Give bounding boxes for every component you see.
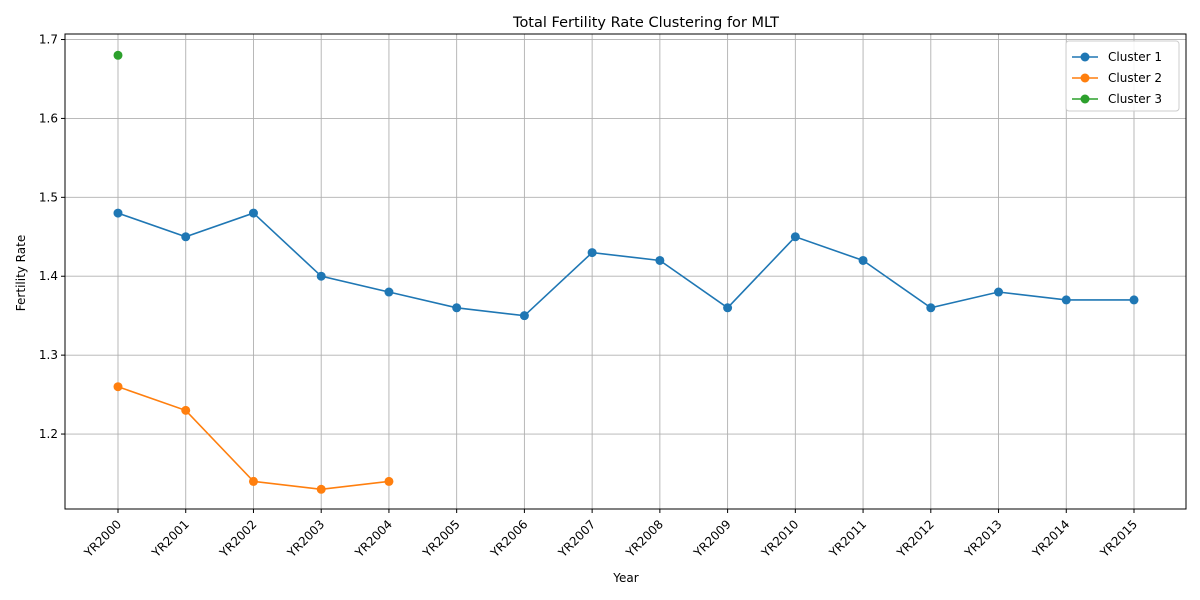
data-point [790,232,800,242]
plot-frame [64,33,1187,510]
data-point [587,248,597,258]
data-point [1129,295,1139,305]
data-point [384,476,394,486]
y-tick-label: 1.4 [39,269,58,283]
y-tick-label: 1.5 [39,190,58,204]
data-point [1061,295,1071,305]
y-tick-label: 1.7 [39,33,58,47]
legend-label: Cluster 1 [1108,50,1162,64]
data-point [181,405,191,415]
data-point [858,255,868,265]
series-3 [113,50,123,60]
legend-item: Cluster 1 [1072,50,1162,64]
y-tick-label: 1.2 [39,427,58,441]
y-axis-ticks: 1.2 1.3 1.4 1.5 1.6 1.7 [39,33,65,441]
y-tick-label: 1.3 [39,348,58,362]
series-layer [113,50,1139,494]
legend-label: Cluster 2 [1108,71,1162,85]
series-line [117,212,1134,317]
data-point [248,208,258,218]
legend-item: Cluster 3 [1072,92,1162,106]
y-axis-label: Fertility Rate [14,235,28,311]
grid-lines [65,34,1186,509]
data-point [113,382,123,392]
data-point [926,303,936,313]
legend-marker [1080,73,1090,83]
series-2 [113,382,394,494]
legend-label: Cluster 3 [1108,92,1162,106]
data-point [452,303,462,313]
y-tick-label: 1.6 [39,111,58,125]
series-1 [113,208,1139,321]
data-point [181,232,191,242]
data-point [655,255,665,265]
data-point [248,476,258,486]
legend: Cluster 1 Cluster 2 Cluster 3 [1065,40,1180,112]
data-point [316,484,326,494]
x-axis-label: Year [612,571,638,585]
chart-title: Total Fertility Rate Clustering for MLT [512,15,779,31]
legend-item: Cluster 2 [1072,71,1162,85]
legend-box [1065,40,1180,112]
legend-marker [1080,94,1090,104]
legend-marker [1080,52,1090,62]
data-point [994,287,1004,297]
data-point [113,208,123,218]
data-point [519,311,529,321]
data-point [113,50,123,60]
data-point [316,271,326,281]
data-point [384,287,394,297]
data-point [723,303,733,313]
